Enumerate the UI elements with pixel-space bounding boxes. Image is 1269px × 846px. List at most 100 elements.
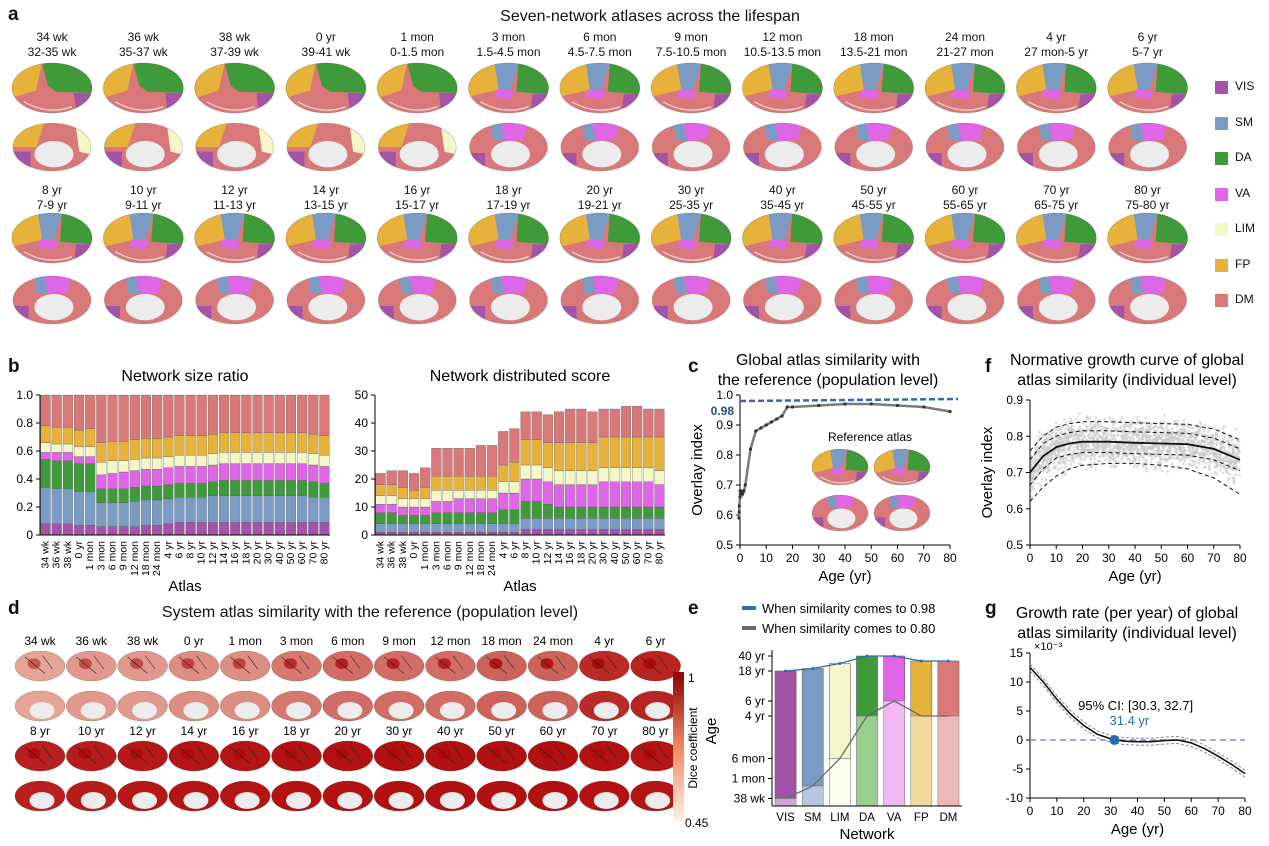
y-tick-label: 10 — [355, 500, 369, 514]
scatter-point — [1222, 424, 1226, 428]
brain-region — [856, 276, 870, 294]
bar-segment — [51, 394, 62, 428]
brain-medial-view — [1108, 275, 1187, 325]
brain-medial-view — [834, 275, 914, 325]
scatter-point — [1208, 468, 1211, 472]
brain-sulcus — [480, 251, 529, 261]
x-tick-label: 6 yr — [508, 541, 520, 559]
brain-sulcus — [662, 101, 712, 111]
x-tick-label: 6 mon — [442, 541, 454, 570]
y-tick-label: 18 yr — [738, 664, 765, 678]
data-point — [754, 429, 758, 433]
brain-medial-wall — [856, 294, 896, 321]
scatter-point — [1098, 424, 1102, 428]
dice-age-label: 18 yr — [283, 724, 310, 738]
brain-surface — [476, 740, 527, 772]
brain-sulcus — [388, 101, 438, 111]
bar-segment — [263, 495, 274, 523]
scatter-point — [1029, 485, 1033, 489]
brain-region — [677, 213, 702, 241]
brain-medial-view — [873, 494, 931, 532]
x-tick-label: 36 wk — [386, 540, 398, 568]
brain-lateral-view — [468, 62, 549, 114]
atlas-age-label: 34 wk 32-35 wk — [12, 30, 92, 60]
bar-segment — [297, 432, 308, 453]
scatter-point — [1182, 462, 1186, 465]
scatter-point — [1074, 438, 1078, 442]
scatter-point — [1149, 460, 1153, 464]
brain-outline — [194, 62, 275, 114]
bar-segment — [263, 394, 274, 433]
bar-early — [937, 715, 960, 807]
bar-early — [910, 715, 933, 807]
bar-segment — [163, 394, 174, 438]
brain-surface — [219, 740, 271, 772]
bar-segment — [420, 467, 431, 488]
atlas-age-label: 70 yr 65-75 yr — [1016, 183, 1096, 213]
bar-segment — [263, 452, 274, 464]
atlas-age-label: 6 mon 4.5-7.5 mon — [560, 30, 640, 60]
scatter-point — [1145, 448, 1149, 452]
x-tick-label: 70 yr — [642, 540, 654, 564]
scatter-point — [1122, 449, 1125, 452]
scatter-point — [1047, 468, 1051, 472]
brain-medial-wall — [582, 141, 622, 168]
scatter-point — [1066, 428, 1070, 432]
scatter-point — [1060, 449, 1064, 452]
brain-region — [232, 748, 246, 759]
atlas-age-label: 0 yr 39-41 wk — [286, 30, 366, 60]
atlas-age-range: 35-45 yr — [760, 198, 805, 212]
bar-segment — [453, 476, 464, 491]
brain-region — [386, 658, 400, 669]
scatter-point — [1182, 418, 1186, 422]
x-tick-label: 50 — [1158, 804, 1172, 818]
bar-segment — [74, 456, 85, 464]
bar-segment — [520, 439, 531, 466]
scatter-point — [1137, 428, 1141, 432]
brain-lateral-view — [873, 448, 931, 486]
brain-surface — [322, 740, 374, 772]
scatter-point — [1173, 434, 1176, 438]
brain-region — [500, 276, 528, 294]
scatter-point — [1088, 447, 1092, 450]
bar-segment — [542, 504, 553, 519]
bar-segment — [654, 470, 665, 485]
scatter-point — [1193, 452, 1197, 455]
scatter-point — [1231, 437, 1235, 441]
scatter-point — [1105, 453, 1109, 457]
scatter-point — [1117, 447, 1121, 451]
x-tick-label: 60 — [1181, 551, 1195, 565]
data-point — [948, 409, 952, 414]
scatter-point — [1237, 450, 1241, 453]
scatter-point — [1229, 462, 1232, 465]
data-point — [737, 504, 741, 508]
bar-segment — [274, 522, 285, 536]
brain-region — [437, 748, 451, 759]
scatter-point — [1065, 456, 1068, 460]
brain-region — [830, 467, 845, 476]
bar-segment — [397, 506, 408, 516]
scatter-point — [1079, 455, 1083, 459]
x-tick-label: 40 — [1131, 804, 1145, 818]
scatter-point — [1037, 468, 1041, 472]
bar-segment — [85, 446, 96, 457]
brain-outline — [742, 62, 823, 114]
atlas-age-range: 5-7 yr — [1132, 45, 1163, 59]
bar-segment — [420, 498, 431, 508]
dice-brain-medial — [527, 780, 579, 812]
bar-segment — [118, 526, 129, 536]
panel-label-g: g — [985, 598, 997, 619]
bar-segment — [163, 523, 174, 536]
data-point — [843, 402, 847, 406]
bar-segment — [107, 441, 118, 461]
bar-segment — [285, 463, 296, 481]
peak-age-label: 31.4 yr — [1110, 713, 1150, 728]
bar-segment — [219, 432, 230, 453]
bar-segment — [297, 394, 308, 433]
dice-brain-medial — [219, 780, 271, 812]
bar-mature — [883, 655, 905, 702]
bar-segment — [587, 506, 598, 519]
brain-surface — [117, 650, 168, 682]
scatter-point — [1143, 430, 1147, 434]
